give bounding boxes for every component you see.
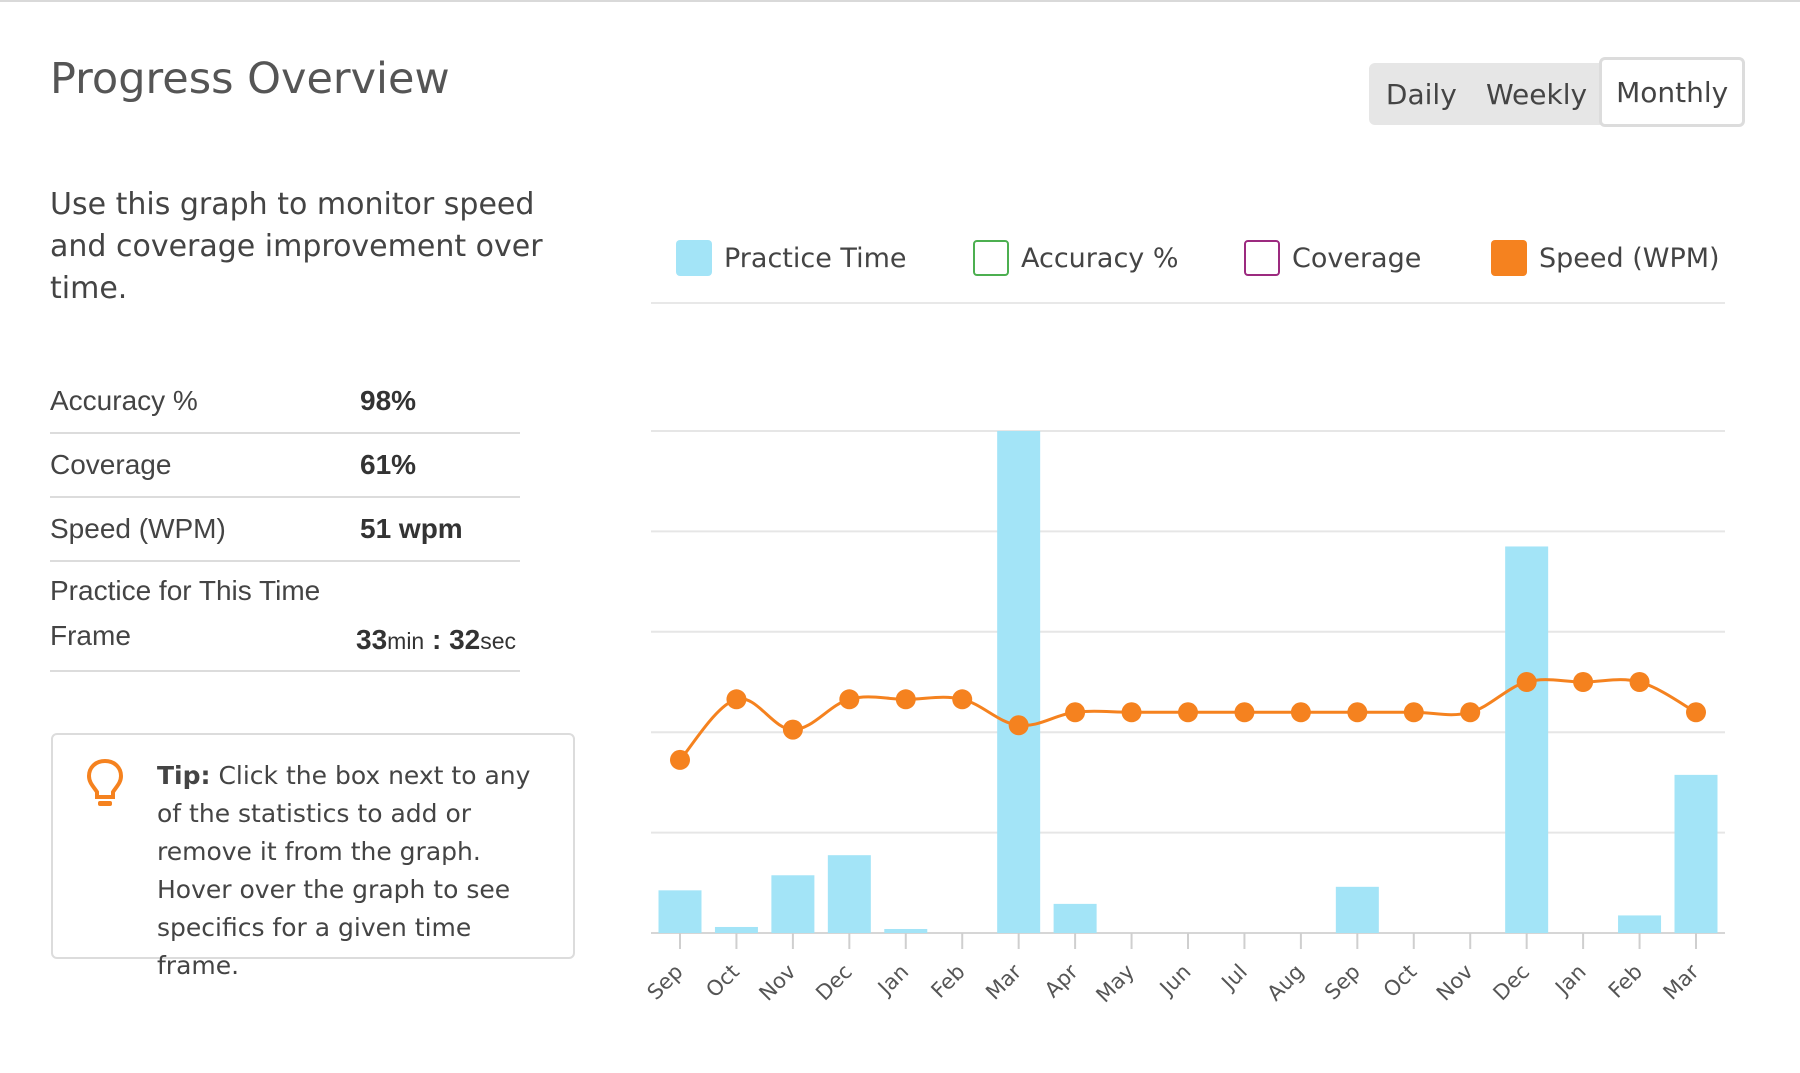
practice-time-bar [771,875,815,933]
practice-time-bar [658,890,702,933]
weekly-button[interactable]: Weekly [1486,77,1588,111]
legend-checkbox[interactable] [973,240,1009,276]
legend-label: Practice Time [724,242,907,274]
legend-label: Coverage [1292,242,1422,274]
seconds-value: 32 [449,624,481,655]
practice-time-bar [997,431,1041,933]
x-tick-label: Jul [1216,960,1252,996]
practice-time-bar [827,855,871,933]
x-tick-label: Sep [643,960,688,1005]
stat-value: 98% [360,385,417,416]
tip-label: Tip: [157,761,211,790]
legend-practice-time[interactable]: Practice Time [676,240,907,276]
speed-point [952,689,973,710]
x-tick-label: Nov [1432,960,1478,1006]
speed-point [895,689,916,710]
tip-box: Tip: Click the box next to any of the st… [51,733,575,980]
practice-time-value: 33min : 32sec [356,624,516,670]
stat-value: 61% [360,449,417,480]
speed-point [1686,702,1706,723]
speed-point [1008,715,1029,736]
x-tick-label: Feb [926,960,969,1003]
stats-table: Accuracy % 98% Coverage 61% Speed (WPM) … [50,370,520,672]
stat-label: Speed (WPM) [50,513,226,544]
speed-point [1629,672,1650,692]
legend-checkbox[interactable] [1244,240,1280,276]
legend-divider [651,302,1725,304]
top-divider [0,0,1800,2]
stat-label: Practice for This Time Frame [50,575,321,651]
legend-accuracy[interactable]: Accuracy % [973,240,1179,276]
stat-label: Accuracy % [50,385,198,416]
speed-point [670,749,690,770]
speed-point [1290,702,1311,723]
speed-point [1460,702,1481,723]
seconds-unit: sec [480,628,517,654]
intro-text: Use this graph to monitor speed and cove… [50,187,543,306]
speed-point [1121,702,1142,723]
legend-checkbox[interactable] [1491,240,1527,276]
x-tick-label: Mar [1659,959,1704,1004]
speed-point [1516,672,1537,692]
x-tick-label: Dec [811,960,857,1006]
time-range-toggle: Daily Weekly Monthly [1369,57,1745,127]
practice-time-bar [1053,903,1097,933]
x-tick-label: Jun [1154,960,1196,1002]
x-tick-label: Jan [872,960,913,1001]
x-tick-label: May [1091,960,1139,1008]
page-title: Progress Overview [50,54,450,104]
legend-coverage[interactable]: Coverage [1244,240,1421,276]
x-tick-label: Sep [1320,960,1365,1005]
practice-time-bar [1505,546,1549,933]
minutes-unit: min [387,628,425,654]
practice-time-bar [714,926,758,933]
x-tick-label: Mar [981,959,1026,1004]
tip-text: Tip: Click the box next to any of the st… [157,757,547,985]
monthly-button[interactable]: Monthly [1599,57,1745,127]
speed-point [782,719,803,740]
x-tick-label: Feb [1604,960,1647,1003]
practice-time-bar [1674,774,1718,933]
legend-label: Accuracy % [1021,242,1179,274]
minutes-value: 33 [356,624,388,655]
speed-point [839,689,860,710]
practice-time-bar [1618,915,1662,933]
speed-point [1347,702,1368,723]
x-tick-label: Oct [701,960,744,1003]
x-tick-label: Jan [1549,960,1590,1001]
x-tick-label: Oct [1379,960,1422,1003]
daily-button[interactable]: Daily [1385,77,1457,111]
speed-point [1065,702,1086,723]
stat-value: 51 wpm [360,513,463,544]
legend-checkbox[interactable] [676,240,712,276]
x-tick-label: Apr [1040,959,1083,1002]
time-separator: : [424,624,450,655]
practice-time-bar [1335,886,1379,933]
legend-label: Speed (WPM) [1539,242,1720,274]
stat-row-coverage: Coverage 61% [50,434,520,498]
stat-row-practice: Practice for This Time Frame 33min : 32s… [50,562,520,672]
tip-body: Click the box next to any of the statist… [157,761,531,980]
speed-point [726,689,747,710]
stat-row-accuracy: Accuracy % 98% [50,370,520,434]
stat-label: Coverage [50,449,172,480]
speed-point [1178,702,1198,723]
stat-row-speed: Speed (WPM) 51 wpm [50,498,520,562]
x-tick-label: Dec [1488,960,1534,1006]
speed-point [1573,672,1594,692]
speed-point [1234,702,1255,723]
speed-point [1403,702,1424,723]
x-tick-label: Nov [754,960,800,1006]
practice-time-bar [884,928,928,933]
lightbulb-icon [86,758,124,806]
x-tick-label: Aug [1262,960,1308,1006]
legend-speed[interactable]: Speed (WPM) [1491,240,1720,276]
